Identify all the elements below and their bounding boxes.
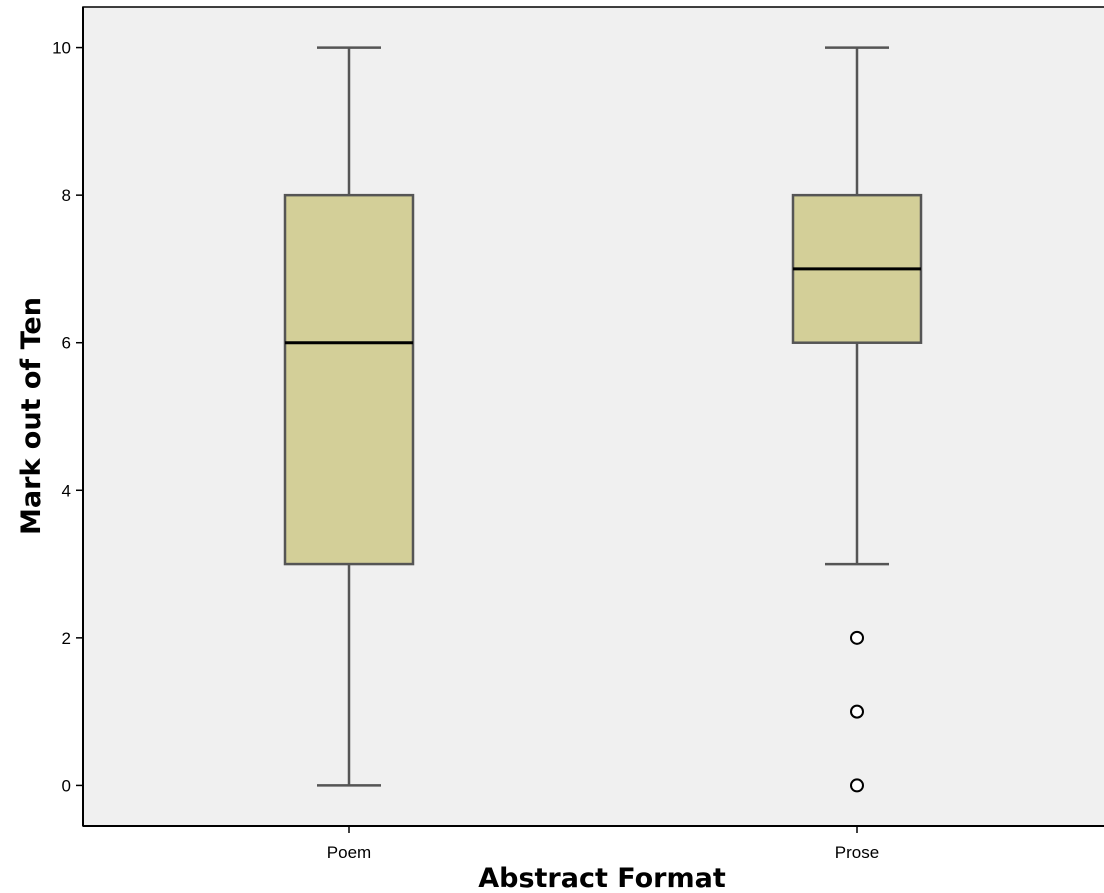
- y-axis-title: Mark out of Ten: [16, 297, 47, 535]
- y-tick-label: 10: [52, 39, 71, 58]
- x-tick-label: Poem: [327, 843, 371, 862]
- x-axis-title: Abstract Format: [478, 863, 726, 893]
- y-tick-label: 2: [62, 629, 71, 648]
- plot-area-background: [82, 6, 1104, 827]
- y-tick-label: 4: [62, 481, 71, 500]
- y-tick-label: 6: [62, 334, 71, 353]
- outlier-point: [850, 630, 864, 645]
- box-poem: [283, 46, 415, 787]
- outlier-point: [850, 704, 864, 719]
- y-tick-label: 0: [62, 776, 71, 795]
- iqr-box: [283, 193, 415, 566]
- plot-marks: [283, 46, 923, 793]
- box-prose: [791, 46, 923, 793]
- outlier-point: [850, 778, 864, 793]
- y-tick-label: 8: [62, 186, 71, 205]
- x-tick-label: Prose: [835, 843, 879, 862]
- y-axis-ticks: 0 2 4 6 8 10: [52, 39, 83, 795]
- x-axis-ticks: Poem Prose: [327, 826, 879, 862]
